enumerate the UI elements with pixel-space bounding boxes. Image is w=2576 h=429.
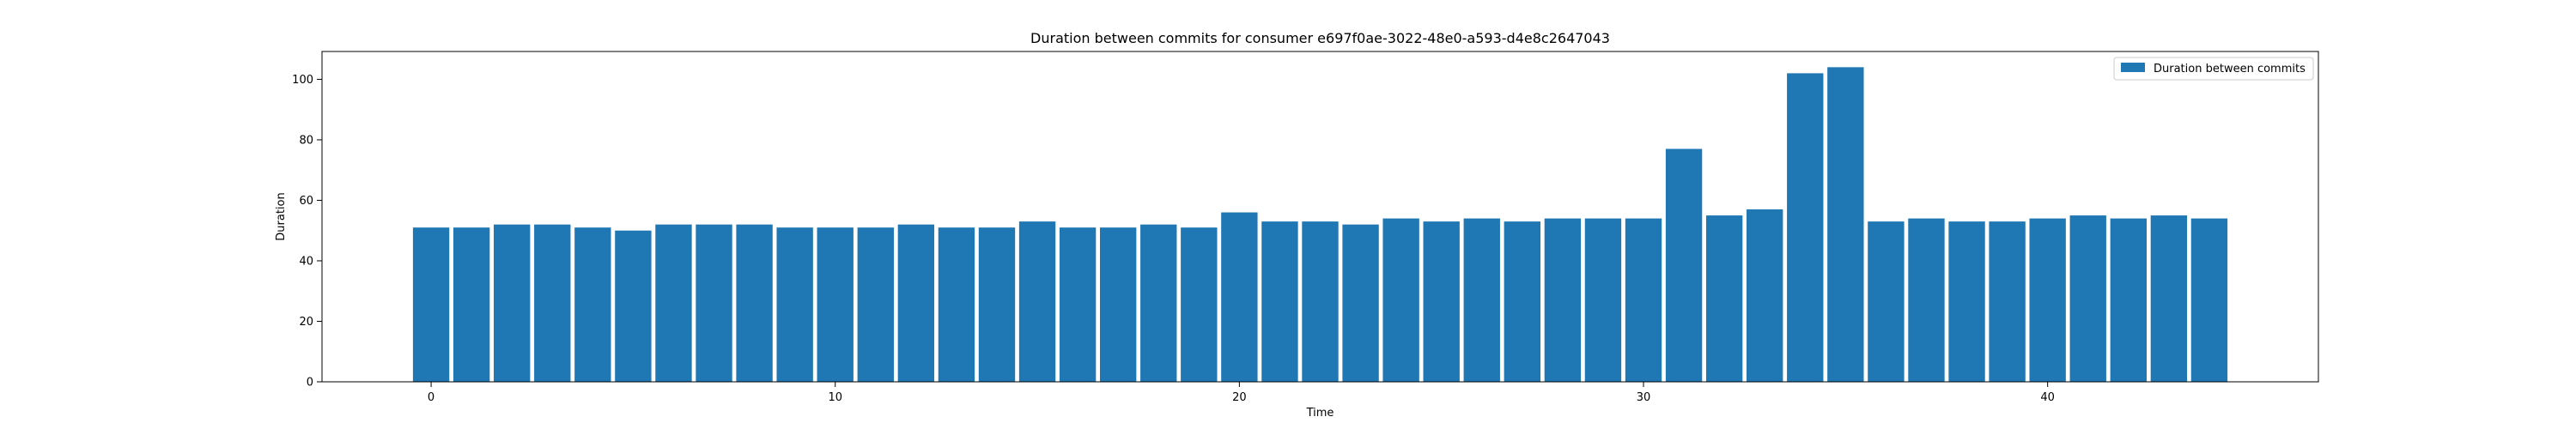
legend: Duration between commits (2113, 57, 2314, 81)
bar (494, 224, 531, 382)
bar (2029, 218, 2066, 382)
bar (1302, 221, 1339, 382)
bar (1423, 221, 1460, 382)
chart-title: Duration between commits for consumer e6… (1030, 30, 1610, 46)
bar (776, 227, 813, 382)
y-tick-label: 0 (307, 377, 313, 390)
bars-layer (412, 67, 2228, 382)
bar (1989, 221, 2026, 382)
bar (1665, 148, 1703, 382)
bar (817, 227, 854, 382)
bar (1382, 218, 1419, 382)
x-tick-label: 10 (828, 391, 842, 404)
bar (2190, 218, 2228, 382)
bar (1463, 218, 1500, 382)
bar (1140, 224, 1177, 382)
y-axis-label: Duration (275, 192, 288, 240)
bar (1705, 215, 1743, 382)
y-tick-label: 40 (299, 255, 313, 268)
bar (1018, 221, 1056, 382)
y-tick-label: 20 (299, 316, 313, 329)
bar (1181, 227, 1218, 382)
bar (1787, 73, 1824, 382)
bar (574, 227, 611, 382)
bar (412, 227, 450, 382)
bar (1625, 218, 1662, 382)
bar (1100, 227, 1137, 382)
bar (1544, 218, 1582, 382)
bar (534, 224, 571, 382)
bar (736, 224, 773, 382)
bar (1908, 218, 1945, 382)
legend-box (2113, 57, 2314, 81)
x-axis-label: Time (1306, 407, 1334, 420)
x-tick-label: 0 (428, 391, 434, 404)
bar (897, 224, 935, 382)
bar (2150, 215, 2188, 382)
x-axis: 0 10 20 30 40 (428, 382, 2055, 404)
legend-label: Duration between commits (2154, 63, 2306, 76)
y-axis: 0 20 40 60 80 100 (292, 74, 322, 390)
y-tick-label: 80 (299, 134, 313, 147)
bar (1868, 221, 1905, 382)
bar (2110, 218, 2147, 382)
bar (655, 224, 692, 382)
y-tick-label: 100 (292, 74, 313, 87)
x-tick-label: 40 (2040, 391, 2055, 404)
bar (1504, 221, 1540, 382)
bar (696, 224, 732, 382)
legend-swatch (2121, 63, 2145, 72)
plot-frame (321, 51, 2319, 383)
bar (615, 230, 652, 382)
bar (1747, 209, 1783, 382)
y-tick-label: 60 (299, 195, 313, 208)
bar (1342, 224, 1379, 382)
x-tick-label: 30 (1637, 391, 1651, 404)
bar (1948, 221, 1985, 382)
bar (978, 227, 1016, 382)
bar (857, 227, 894, 382)
bar (938, 227, 975, 382)
bar (1059, 227, 1097, 382)
bar (1261, 221, 1298, 382)
x-tick-label: 20 (1232, 391, 1247, 404)
bar (1221, 212, 1258, 382)
bar (453, 227, 490, 382)
bar (2069, 215, 2106, 382)
bar (1827, 67, 1864, 382)
bar (1584, 218, 1622, 382)
